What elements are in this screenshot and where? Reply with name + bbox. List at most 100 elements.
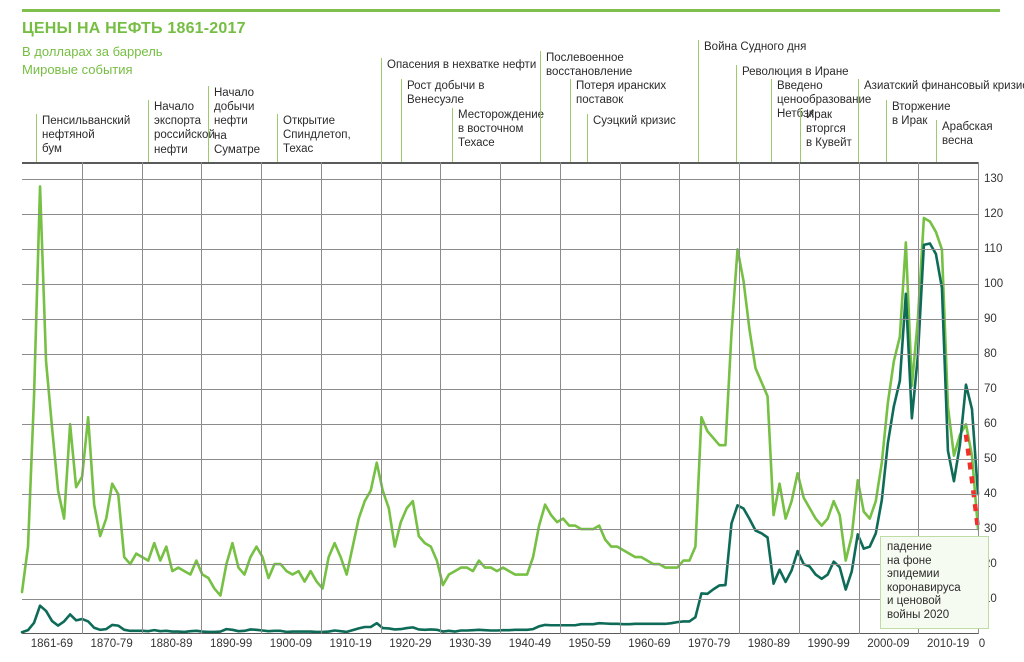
gridline-x-5 [320,162,322,634]
x-tick-label: 1930-39 [449,638,492,650]
callout-line: коронавируса [887,581,961,594]
gridline-x-14 [858,162,860,634]
event-postwar-recovery: Послевоенное восстановление [540,51,632,162]
event-iranian-revolution: Революция в Иране [736,65,849,162]
event-label-line: Открытие [283,115,335,127]
event-invasion-of-iraq: Вторжение в Ирак [886,100,950,162]
y-tick-label: 110 [984,243,1003,256]
y-tick-label: 30 [984,523,997,536]
event-netback-pricing-introduced: Введено ценообразование Нетбэк [771,79,871,162]
gridline-x-7 [440,162,442,634]
callout-line: войны 2020 [887,608,950,621]
event-label-line: Начало [154,101,195,113]
event-label-line: Начало [214,87,255,99]
event-label-line: вторгся [806,123,846,136]
event-label-line: Азиатский финансовый кризис [864,80,1024,92]
header-rule [22,9,1000,12]
event-label-line: поставок [576,94,624,107]
event-oil-shortage-fears: Опасения в нехватке нефти [381,58,536,162]
event-asian-financial-crisis: Азиатский финансовый кризис [858,79,1024,162]
y-tick-label: 90 [984,313,997,326]
x-tick-label: 1950-59 [568,638,611,650]
y-tick-label: 100 [984,278,1004,291]
event-label-line: нефти [154,143,188,156]
event-label-line: Потеря иранских [576,80,667,92]
event-label-line: добычи [214,101,255,114]
event-spindletop-discovery: Открытие Спиндлетоп, Техас [277,114,351,162]
event-label-line: Техасе [458,137,495,150]
page-title: ЦЕНЫ НА НЕФТЬ 1861-2017 [22,20,246,37]
y-tick-label: 80 [984,348,997,361]
event-label-line: нефти [214,115,248,128]
x-tick-label: 1861-69 [30,638,73,650]
gridline-x-6 [380,162,382,634]
x-tick-label: 1910-19 [329,638,372,650]
x-tick-label: 1940-49 [508,638,551,650]
x-tick-label: 0 [978,638,986,650]
y-tick-label: 60 [984,418,997,431]
event-label-line: Арабская [942,121,993,133]
x-tick-label: 2000-09 [867,638,910,650]
x-tick-label: 1900-09 [269,638,312,650]
event-label-line: Вторжение [892,101,951,113]
callout-line: и ценовой [887,595,942,608]
y-tick-label: 70 [984,383,997,396]
event-pennsylvania-oil-boom: Пенсильванский нефтяной бум [36,114,130,162]
gridline-x-9 [559,162,561,634]
callout-line: на фоне [887,554,932,567]
event-sumatra-oil-production-start: Начало добычи нефти на Суматре [208,86,260,162]
series-line-2 [963,434,981,530]
event-label-line: Введено [777,80,823,92]
event-label-line: весна [942,135,973,148]
event-label-line: Венесуэле [407,94,464,107]
gridline-x-3 [201,162,203,634]
gridline-x-8 [500,162,501,634]
event-yom-kippur-war: Война Судного дня [698,40,806,162]
x-tick-label: 1980-89 [747,638,790,650]
subtitle-units: В долларах за баррель [22,44,163,59]
event-label-line: Спиндлетоп, [283,129,351,142]
x-tick-label: 1890-99 [210,638,253,650]
y-tick-label: 50 [984,453,997,466]
event-label-line: Суэцкий кризис [593,115,676,127]
subtitle-events: Мировые события [22,62,133,77]
callout-line: эпидемии [887,568,940,581]
covid-callout: падение на фоне эпидемии коронавируса и цено… [880,536,989,629]
event-label-line: ценообразование [777,94,872,107]
event-label-line: Техас [283,143,314,156]
event-label-line: Месторождение [458,109,545,121]
event-iraq-invades-kuwait: Ирак вторгся в Кувейт [800,108,852,162]
chart-plot-area [20,162,981,634]
event-label-line: экспорта [154,115,202,128]
x-tick-label: 1960-69 [628,638,671,650]
event-loss-of-iranian-supplies: Потеря иранских поставок [570,79,666,162]
event-label-line: Суматре [214,143,261,156]
event-label-line: восстановление [546,66,633,79]
event-label-line: Рост добычи в [407,80,485,92]
event-label-line: бум [42,143,62,156]
gridline-x-15 [918,162,920,634]
event-label-line: в Ирак [892,115,928,128]
gridline-x-2 [141,162,143,634]
x-tick-label: 1990-99 [807,638,850,650]
event-russian-oil-export-start: Начало экспорта российской нефти [148,100,215,162]
x-tick-label: 1870-79 [90,638,133,650]
event-label-line: в Кувейт [806,137,852,150]
event-label-line: Послевоенное [546,52,624,64]
gridline-x-13 [798,162,800,634]
event-arab-spring: Арабская весна [936,120,993,162]
event-label-line: Ирак [806,109,833,121]
callout-line: падение [887,541,932,553]
gridline-x-4 [261,162,262,634]
gridline-x-10 [619,162,621,634]
x-tick-label: 1970-79 [688,638,731,650]
event-label-line: на [214,129,227,142]
event-label-line: нефтяной [42,129,95,142]
event-label-line: Война Судного дня [704,41,807,53]
event-label-line: в восточном [458,123,524,136]
x-tick-label: 2010-19 [927,638,970,650]
x-tick-label: 1880-89 [150,638,193,650]
y-tick-label: 120 [984,208,1004,221]
event-label-line: Опасения в нехватке нефти [387,59,537,71]
event-annotations: Пенсильванский нефтяной бум Начало экспорта р… [0,0,1024,162]
